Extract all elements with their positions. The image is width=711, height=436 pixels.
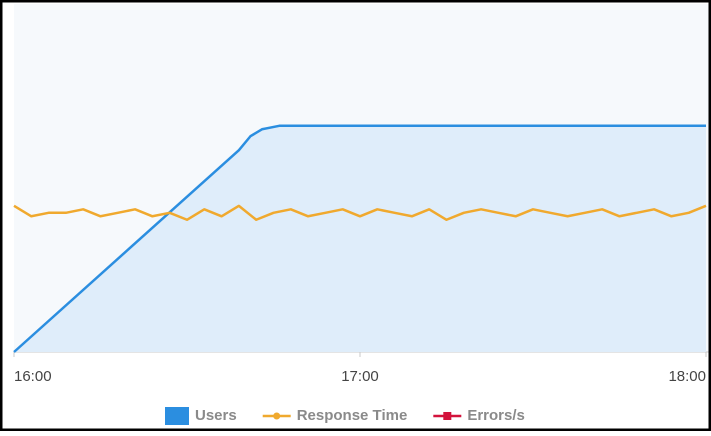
area (14, 125, 706, 352)
legend-label: Errors/s (467, 407, 525, 424)
legend-swatch (165, 407, 189, 425)
legend-label: Users (195, 407, 237, 424)
legend-marker (273, 412, 281, 420)
line (13, 204, 707, 222)
legend-label: Response Time (297, 407, 408, 424)
line (13, 124, 706, 353)
legend-marker (443, 412, 452, 420)
x-tick-label: 17:00 (341, 368, 379, 385)
x-tick-label: 18:00 (668, 368, 706, 385)
x-tick-label: 16:00 (14, 368, 52, 385)
